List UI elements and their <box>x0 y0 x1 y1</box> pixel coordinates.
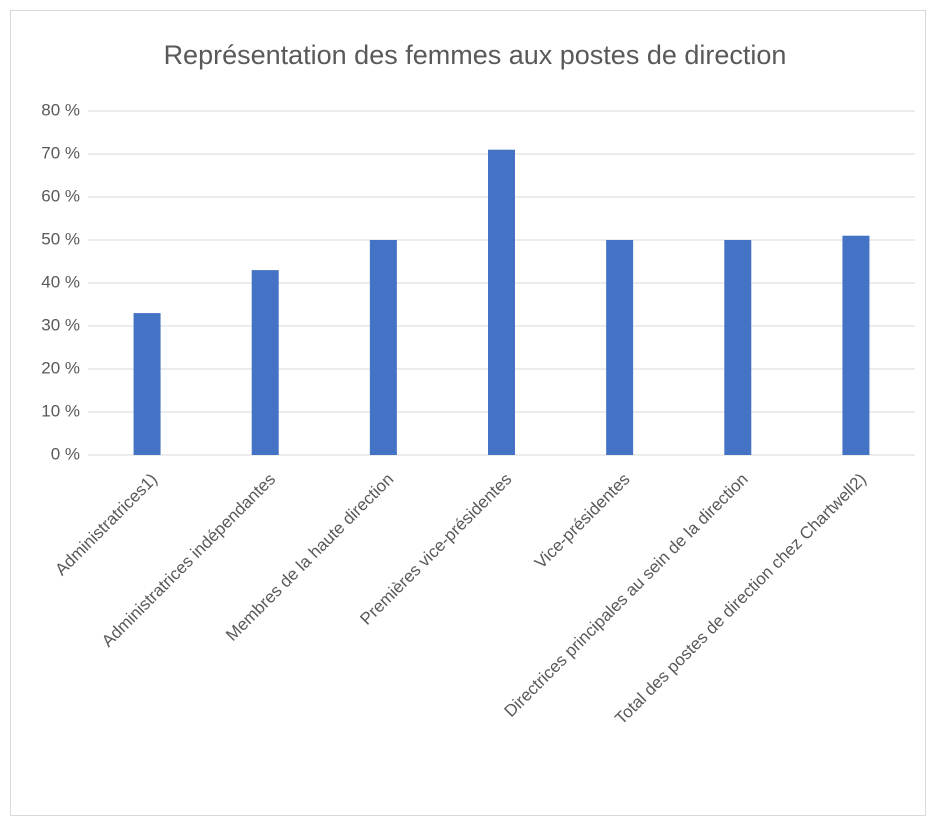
y-tick-label: 0 % <box>51 444 80 463</box>
bar <box>251 270 279 455</box>
y-tick-label: 30 % <box>41 315 80 334</box>
y-tick-label: 50 % <box>41 229 80 248</box>
chart-title: Représentation des femmes aux postes de … <box>164 40 787 70</box>
chart-border <box>10 10 926 816</box>
y-tick-label: 80 % <box>41 100 80 119</box>
bar <box>606 240 634 455</box>
y-tick-label: 40 % <box>41 272 80 291</box>
y-tick-label: 10 % <box>41 401 80 420</box>
bar <box>842 235 870 455</box>
bar <box>369 240 397 455</box>
bar <box>133 313 161 455</box>
y-tick-label: 70 % <box>41 143 80 162</box>
y-tick-label: 60 % <box>41 186 80 205</box>
bar <box>724 240 752 455</box>
y-tick-label: 20 % <box>41 358 80 377</box>
bar <box>488 149 515 455</box>
